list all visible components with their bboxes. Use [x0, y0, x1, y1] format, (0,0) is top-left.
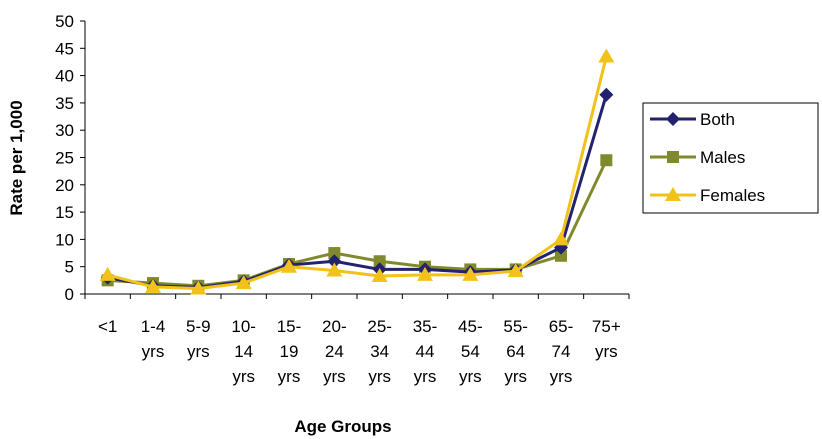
x-tick-label: 25-34 yrs — [367, 317, 392, 386]
y-tick-label: 15 — [55, 203, 74, 222]
y-tick-label: 10 — [55, 230, 74, 249]
y-tick-label: 40 — [55, 67, 74, 86]
legend-item-males: Males — [650, 148, 745, 167]
y-tick-label: 20 — [55, 176, 74, 195]
legend-label-males: Males — [700, 148, 745, 167]
data-point-females — [371, 267, 388, 282]
x-tick-label: 55-64 yrs — [503, 317, 528, 386]
y-tick-label: 30 — [55, 121, 74, 140]
data-point-both — [599, 87, 614, 102]
x-tick-label: 15-19 yrs — [277, 317, 302, 386]
series-males — [101, 154, 613, 292]
data-point-females — [99, 266, 116, 281]
data-point-females — [462, 266, 479, 281]
x-tick-label: 1-4 yrs — [141, 317, 166, 361]
x-axis-ticks: <1 1-4 yrs 5-9 yrs 10-14 yrs 15-19 yrs 20-24 yrs 25… — [84, 294, 630, 386]
series-layer — [99, 48, 615, 295]
legend-label-both: Both — [700, 110, 735, 129]
legend-item-both: Both — [650, 110, 735, 129]
data-point-females — [145, 278, 161, 293]
data-point-females — [281, 258, 297, 273]
x-tick-label: 5-9 yrs — [186, 317, 211, 361]
data-point-females — [507, 263, 524, 278]
data-point-both — [327, 254, 342, 269]
y-tick-label: 45 — [55, 39, 74, 58]
data-point-females — [553, 231, 569, 246]
legend-label-females: Females — [700, 186, 765, 205]
x-axis-title: Age Groups — [294, 417, 391, 436]
data-point-females — [190, 280, 207, 295]
x-tick-label: 45-54 yrs — [458, 317, 483, 386]
series-line-females — [107, 56, 608, 291]
data-point-females — [235, 275, 252, 290]
x-tick-label: 75+ yrs — [592, 317, 621, 361]
data-point-males — [600, 154, 613, 167]
data-point-males — [555, 249, 567, 262]
y-tick-label: 25 — [55, 149, 74, 168]
data-point-males — [373, 255, 386, 268]
y-tick-label: 5 — [65, 258, 74, 277]
series-line-males — [107, 159, 608, 288]
legend-item-females: Females — [650, 186, 765, 205]
legend-marker-females — [665, 187, 681, 201]
data-point-females — [326, 262, 343, 277]
data-point-males — [328, 247, 341, 260]
y-axis-ticks: 0 5 10 15 20 25 30 35 40 45 50 — [55, 12, 85, 304]
y-tick-label: 50 — [55, 12, 74, 31]
x-tick-label: <1 — [98, 317, 117, 336]
x-tick-label: 35-44 yrs — [413, 317, 438, 386]
y-tick-label: 35 — [55, 94, 74, 113]
legend-marker-both — [666, 112, 680, 126]
y-tick-label: 0 — [65, 285, 74, 304]
data-point-females — [598, 48, 615, 63]
legend: Both Males Females — [642, 102, 819, 214]
legend-marker-males — [667, 151, 679, 163]
x-tick-label: 20-24 yrs — [322, 317, 347, 386]
series-females — [99, 48, 615, 295]
x-tick-label: 65-74 yrs — [549, 317, 574, 386]
x-tick-label: 10-14 yrs — [231, 317, 256, 386]
y-axis-title: Rate per 1,000 — [7, 100, 26, 215]
data-point-females — [417, 266, 433, 281]
